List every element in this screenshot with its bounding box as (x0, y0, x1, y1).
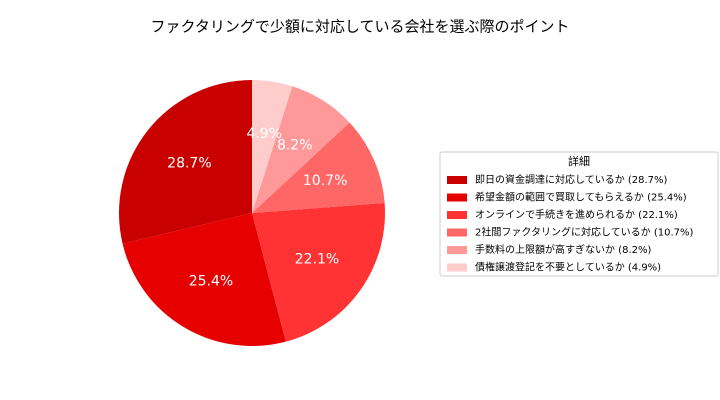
pie-slice (122, 213, 286, 346)
legend-label: オンラインで手続きを進められるか (22.1%) (475, 208, 678, 221)
pie-slice (252, 202, 385, 342)
legend-swatch (447, 193, 467, 202)
data-label: 8.2% (277, 138, 313, 154)
legend-swatch (447, 263, 467, 272)
pie-slice (118, 80, 252, 244)
legend-title: 詳細 (568, 154, 590, 168)
legend-swatch (447, 176, 467, 184)
legend-box (439, 151, 719, 277)
legend-label: 債権譲渡登記を不要としているか (4.9%) (475, 261, 661, 274)
legend-label: 手数料の上限額が高すぎないか (8.2%) (475, 243, 651, 256)
legend-label: 希望金額の範囲で買取してもらえるか (25.4%) (475, 191, 687, 204)
data-label: 25.4% (189, 273, 233, 289)
legend-swatch (447, 246, 467, 254)
data-label: 10.7% (303, 173, 347, 189)
pie-slice (252, 122, 385, 213)
pie-slice (252, 86, 350, 213)
data-label: 28.7% (167, 155, 211, 171)
legend-label: 即日の資金調達に対応しているか (28.7%) (475, 173, 668, 186)
chart-title: ファクタリングで少額に対応している会社を選ぶ際のポイント (151, 18, 570, 36)
data-label: 22.1% (295, 251, 339, 267)
pie-slice (252, 80, 293, 213)
legend-label: 2社間ファクタリングに対応しているか (10.7%) (475, 226, 694, 239)
legend-swatch (447, 228, 467, 237)
data-label: 4.9% (246, 126, 282, 142)
legend-swatch (447, 211, 467, 219)
